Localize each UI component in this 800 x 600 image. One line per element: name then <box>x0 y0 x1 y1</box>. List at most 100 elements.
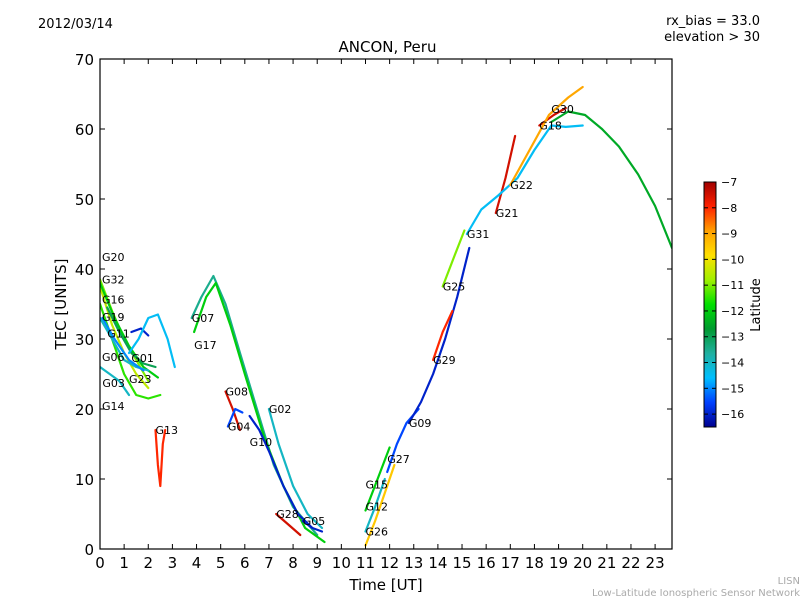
y-tick-label: 30 <box>75 331 94 349</box>
sat-label-g29: G29 <box>433 354 456 367</box>
sat-label-g23: G23 <box>129 373 152 386</box>
elevation-label: elevation > 30 <box>664 30 760 45</box>
series-g29 <box>432 309 454 362</box>
chart-title: ANCON, Peru <box>338 38 437 56</box>
y-tick-label: 50 <box>75 191 94 209</box>
series-g23 <box>127 313 176 369</box>
series-g28 <box>275 512 302 537</box>
network-short: LISN <box>777 576 800 587</box>
sat-label-g25: G25 <box>443 281 466 294</box>
sat-label-g03: G03 <box>102 377 125 390</box>
colorbar-tick-label: −10 <box>721 253 744 266</box>
sat-label-g01: G01 <box>131 352 154 365</box>
y-axis-label: TEC [UNITS] <box>52 259 70 351</box>
sat-label-g17: G17 <box>194 339 217 352</box>
series-g15 <box>364 446 391 512</box>
y-tick-label: 20 <box>75 401 94 419</box>
series-g05 <box>301 519 324 533</box>
info-block: rx_bias = 33.0 elevation > 30 <box>664 14 760 46</box>
sat-label-g28: G28 <box>276 508 299 521</box>
sat-label-g08: G08 <box>226 386 249 399</box>
sat-label-g06: G06 <box>102 351 125 364</box>
x-tick-label: 1 <box>119 554 129 572</box>
sat-label-g22: G22 <box>510 179 533 192</box>
sat-label-g04: G04 <box>228 421 251 434</box>
x-tick-label: 0 <box>95 554 105 572</box>
x-tick-label: 14 <box>428 554 447 572</box>
x-tick-label: 13 <box>404 554 423 572</box>
series-g03 <box>101 316 145 372</box>
x-tick-label: 2 <box>143 554 153 572</box>
colorbar-tick-label: −9 <box>721 228 737 241</box>
series-g01 <box>130 327 150 337</box>
y-tick-label: 60 <box>75 121 94 139</box>
series-g14 <box>100 365 131 397</box>
sat-label-g20: G20 <box>102 251 125 264</box>
series-g25 <box>441 229 466 288</box>
series-g04 <box>226 407 244 428</box>
series-g11 <box>106 306 157 369</box>
sat-label-g21: G21 <box>496 207 519 220</box>
x-tick-label: 12 <box>380 554 399 572</box>
colorbar-tick-label: −13 <box>721 331 744 344</box>
y-tick-label: 10 <box>75 471 94 489</box>
x-tick-label: 19 <box>549 554 568 572</box>
series-layer <box>100 85 672 547</box>
sat-label-g12: G12 <box>366 501 389 514</box>
network-full: Low-Latitude Ionospheric Sensor Network <box>592 588 800 599</box>
sat-label-g26: G26 <box>366 526 389 539</box>
series-g13 <box>154 428 167 488</box>
series-g31 <box>465 124 584 236</box>
sat-label-g32: G32 <box>102 274 125 287</box>
x-tick-label: 10 <box>332 554 351 572</box>
credit-block: LISN Low-Latitude Ionospheric Sensor Net… <box>592 576 800 600</box>
series-g10 <box>248 414 314 530</box>
x-tick-label: 11 <box>356 554 375 572</box>
colorbar-tick-label: −14 <box>721 357 744 370</box>
colorbar-tick-label: −15 <box>721 382 744 395</box>
x-tick-label: 15 <box>452 554 471 572</box>
x-tick-label: 3 <box>168 554 178 572</box>
sat-label-g10: G10 <box>250 436 273 449</box>
series-g30 <box>550 110 672 250</box>
x-tick-label: 21 <box>597 554 616 572</box>
colorbar-tick-label: −8 <box>721 202 737 215</box>
sat-label-g18: G18 <box>539 120 562 133</box>
y-tick-label: 40 <box>75 261 94 279</box>
sat-label-g14: G14 <box>102 400 125 413</box>
x-tick-label: 22 <box>621 554 640 572</box>
x-tick-label: 18 <box>525 554 544 572</box>
x-axis-label: Time [UT] <box>348 576 422 594</box>
series-g21 <box>494 134 517 215</box>
x-tick-label: 6 <box>240 554 250 572</box>
sat-label-g30: G30 <box>551 103 574 116</box>
rx-bias-label: rx_bias = 33.0 <box>666 14 760 29</box>
sat-label-g16: G16 <box>102 294 125 307</box>
y-tick-label: 0 <box>84 541 94 559</box>
y-tick-label: 70 <box>75 51 94 69</box>
sat-label-g15: G15 <box>366 479 389 492</box>
series-g09 <box>407 246 471 425</box>
axis-layer: 0 1 2 3 4 5 6 7 8 9 10 11 12 13 14 15 16 17 18 19 20 21 22 2301… <box>75 51 672 572</box>
sat-label-g13: G13 <box>156 424 179 437</box>
colorbar-gradient <box>703 181 717 428</box>
x-tick-label: 7 <box>264 554 274 572</box>
x-tick-label: 5 <box>216 554 226 572</box>
colorbar-tick-label: −12 <box>721 305 744 318</box>
sat-label-g19: G19 <box>102 311 125 324</box>
x-tick-label: 20 <box>573 554 592 572</box>
plot-frame <box>99 58 673 550</box>
series-g02 <box>267 407 324 530</box>
series-g12 <box>364 463 396 547</box>
x-tick-label: 4 <box>192 554 202 572</box>
sat-label-g31: G31 <box>467 228 490 241</box>
colorbar-tick-label: −16 <box>721 408 744 421</box>
x-tick-label: 16 <box>477 554 496 572</box>
series-g22 <box>509 85 584 187</box>
date-label: 2012/03/14 <box>38 17 113 32</box>
colorbar-tick-label: −11 <box>721 279 744 292</box>
series-g26 <box>364 477 386 533</box>
x-tick-label: 8 <box>288 554 298 572</box>
sat-label-layer: G32 G16 G20 G19 G11 G06 G03 G01 G23 G14 G13 G07 G17 G… <box>102 103 574 539</box>
